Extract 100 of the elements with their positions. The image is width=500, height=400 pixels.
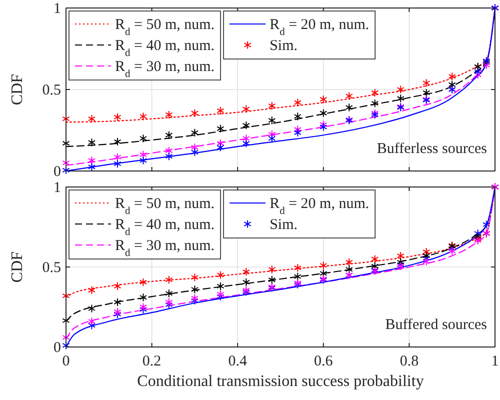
point [88,304,96,313]
point [190,148,198,157]
point [139,156,148,165]
legend-label: R$_{d}$ = 30 m, num. [115,59,215,80]
point [396,94,404,103]
point [474,232,482,241]
legend-label: Sim. [270,217,298,233]
point [345,265,353,274]
legend-label: Sim. [270,38,298,54]
point [190,128,198,137]
annotation: Buffered sources [385,317,488,333]
point [190,285,198,294]
point [190,143,198,152]
point [482,60,490,70]
point [165,300,173,309]
point [165,130,173,140]
point [320,261,328,270]
x-tick-label: 0.4 [228,354,248,370]
point [88,138,96,147]
point [294,112,302,121]
y-tick-label: 0.5 [42,260,61,276]
point [320,122,328,132]
point [114,112,122,122]
point [165,298,173,306]
point [114,282,122,290]
x-tick-label: 0.2 [142,354,162,370]
point [114,152,122,162]
point [482,220,490,229]
point [216,270,224,280]
point [216,292,224,301]
point [320,120,328,129]
point [474,67,482,76]
point [448,246,456,256]
point [139,134,148,143]
point [345,103,353,112]
legend-label: R$_{d}$ = 30 m, num. [115,238,215,258]
point [62,158,70,168]
point [114,137,122,146]
point [268,265,276,274]
point [371,262,379,270]
point [88,114,96,124]
point [242,278,250,286]
point [371,88,379,98]
point [165,276,173,284]
point [294,128,302,137]
point [396,258,404,266]
point [216,124,224,133]
legend-label: R$_{d}$ = 20 m, num. [270,17,370,38]
point [62,333,70,342]
point [139,278,148,286]
point [242,268,250,276]
point [422,88,430,98]
point [294,272,302,281]
point [139,305,148,314]
x-tick-label: 1 [491,354,499,370]
point [242,104,250,114]
y-tick-label: 0 [54,164,61,180]
point [268,276,276,284]
point [139,112,148,121]
point [165,146,173,155]
point [139,293,148,302]
point [88,162,96,172]
point [216,106,224,115]
point [139,150,148,159]
point [190,108,198,118]
legend-label: R$_{d}$ = 40 m, num. [115,217,215,238]
legend-label: R$_{d}$ = 50 m, num. [115,17,215,38]
legend-label: R$_{d}$ = 40 m, num. [115,38,215,58]
point [62,316,70,325]
x-tick-label: 0.8 [400,354,419,370]
point [165,152,173,161]
point [345,92,353,100]
point [422,78,430,88]
point [242,138,250,148]
point [320,269,328,278]
point [422,257,430,266]
annotation: Bufferless sources [376,141,488,157]
point [242,121,250,130]
point [62,114,70,124]
point [396,85,404,94]
point [268,102,276,110]
point [114,298,122,306]
point [396,252,404,260]
point [294,98,302,107]
point [294,264,302,272]
point [88,286,96,294]
point [448,72,456,81]
point [190,273,198,282]
point [165,110,173,120]
y-axis-title: CDF [9,251,26,283]
y-tick-label: 1 [54,180,61,196]
y-tick-label: 1 [54,0,61,17]
point [268,116,276,125]
point [371,254,379,264]
point [242,134,250,143]
point [114,159,122,168]
point [371,99,379,108]
y-axis-title: CDF [9,74,26,106]
point [190,294,198,302]
point [320,108,328,118]
